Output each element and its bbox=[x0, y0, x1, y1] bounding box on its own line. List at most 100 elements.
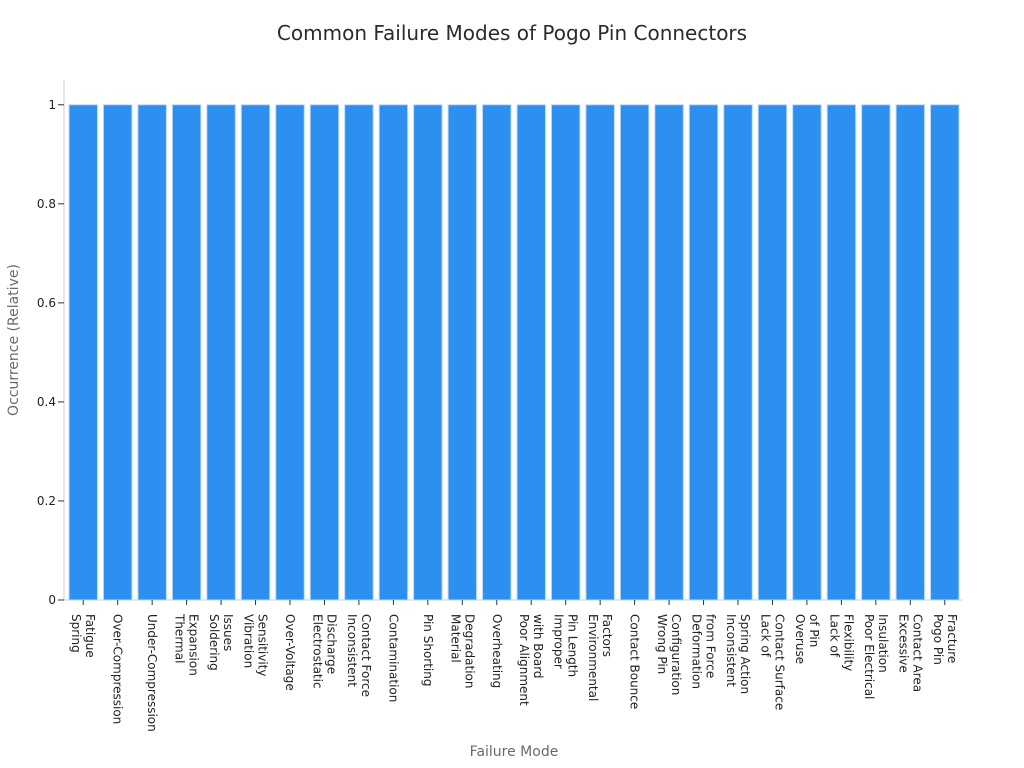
x-tick-label-line: Pin Length bbox=[566, 614, 580, 677]
bar bbox=[240, 104, 271, 601]
plot-area: 0 0.2 0.4 0.6 0.8 1 SpringFatigue Over-Compress… bbox=[37, 80, 962, 732]
bar bbox=[516, 104, 546, 601]
x-tick-label-line: with Board bbox=[531, 614, 545, 679]
x-tick-label-line: Under-Compression bbox=[145, 614, 159, 732]
bar bbox=[482, 104, 512, 601]
x-tick-label-line: Lack of bbox=[827, 614, 841, 658]
x-tick-label-line: from Force bbox=[704, 614, 718, 678]
x-tick-label: ImproperPin Length bbox=[552, 614, 580, 677]
x-tick-label-line: Pogo Pin bbox=[931, 614, 945, 665]
bar bbox=[344, 104, 374, 601]
x-tick-label: Deformationfrom Force bbox=[690, 614, 718, 689]
x-tick-label-line: Pin Shorting bbox=[421, 614, 435, 687]
y-tick-label: 0.8 bbox=[37, 197, 56, 211]
bar bbox=[861, 104, 891, 601]
bar bbox=[792, 104, 822, 601]
bar bbox=[654, 104, 684, 601]
x-tick-label: InconsistentSpring Action bbox=[724, 614, 752, 694]
x-tick-label-line: Fracture bbox=[945, 614, 959, 663]
x-tick-label: Over-Voltage bbox=[283, 614, 297, 691]
x-tick-label-line: Deformation bbox=[690, 614, 704, 689]
x-tick-label: SolderingIssues bbox=[207, 614, 235, 671]
x-tick-label-line: Inconsistent bbox=[345, 614, 359, 687]
bar bbox=[619, 104, 650, 601]
x-tick-label: InconsistentContact Force bbox=[345, 614, 373, 697]
y-tick-label: 0.2 bbox=[37, 494, 56, 508]
bar bbox=[171, 104, 202, 601]
x-tick-label-line: Flexibility bbox=[841, 614, 855, 671]
bar bbox=[757, 104, 788, 601]
bar bbox=[826, 104, 857, 601]
bar bbox=[585, 104, 615, 601]
y-tick-label: 0.6 bbox=[37, 296, 56, 310]
x-tick-label: Under-Compression bbox=[145, 614, 159, 732]
x-tick-label: Wrong PinConfiguration bbox=[655, 614, 683, 695]
x-tick-label: ThermalExpansion bbox=[173, 613, 201, 676]
x-tick-label-line: Over-Voltage bbox=[283, 614, 297, 691]
bar bbox=[688, 104, 719, 601]
x-tick-label-line: Improper bbox=[552, 614, 566, 669]
y-axis-label: Occurrence (Relative) bbox=[6, 264, 22, 416]
bar bbox=[895, 104, 926, 601]
x-tick-label-line: Contact Area bbox=[910, 614, 924, 692]
bar bbox=[206, 104, 236, 601]
x-axis-label: Failure Mode bbox=[470, 744, 559, 760]
x-tick-label-line: Configuration bbox=[669, 614, 683, 695]
x-tick-label-line: Sensitivity bbox=[256, 614, 270, 676]
x-tick-label-line: Electrostatic bbox=[310, 614, 324, 689]
x-tick-label: ExcessiveContact Area bbox=[896, 614, 924, 692]
y-tick-label: 0.4 bbox=[37, 395, 56, 409]
x-tick-label: Overuseof Pin bbox=[793, 614, 821, 664]
x-tick-label-line: Contact Bounce bbox=[628, 614, 642, 709]
x-tick-label-line: Expansion bbox=[187, 614, 201, 676]
x-tick-label: Pin Shorting bbox=[421, 614, 435, 687]
x-tick-label-line: Overheating bbox=[490, 614, 504, 688]
x-tick-label-line: Degradation bbox=[462, 614, 476, 688]
x-tick-label: Poor Alignmentwith Board bbox=[517, 614, 545, 706]
bar bbox=[930, 104, 960, 601]
x-tick-label: Pogo PinFracture bbox=[931, 614, 959, 665]
x-tick-label-line: Over-Compression bbox=[111, 614, 125, 724]
bar bbox=[102, 104, 133, 601]
x-tick-label: VibrationSensitivity bbox=[242, 614, 270, 676]
bar bbox=[68, 104, 98, 601]
x-tick-label: Poor ElectricalInsulation bbox=[862, 614, 890, 699]
x-tick-label: Lack ofFlexibility bbox=[827, 614, 855, 671]
x-tick-label-line: Contact Force bbox=[359, 614, 373, 697]
y-tick-label: 1 bbox=[48, 98, 56, 112]
x-tick-label-line: Spring Action bbox=[738, 614, 752, 694]
x-tick-label-line: Thermal bbox=[173, 613, 187, 663]
x-tick-label-line: Poor Alignment bbox=[517, 614, 531, 706]
x-tick-label-line: Discharge bbox=[324, 614, 338, 674]
x-tick-label-line: Contact Surface bbox=[772, 614, 786, 710]
x-tick-label: Lack ofContact Surface bbox=[758, 614, 786, 710]
bar bbox=[137, 104, 167, 601]
x-tick-label-line: Factors bbox=[600, 614, 614, 657]
x-tick-label-line: Lack of bbox=[758, 614, 772, 658]
x-tick-label: Over-Compression bbox=[111, 614, 125, 724]
bar bbox=[723, 104, 753, 601]
x-tick-label: ElectrostaticDischarge bbox=[310, 614, 338, 689]
bar bbox=[447, 104, 478, 601]
x-tick-label: Overheating bbox=[490, 614, 504, 688]
x-tick-label-line: of Pin bbox=[807, 614, 821, 647]
x-tick-label-line: Fatigue bbox=[83, 614, 97, 658]
x-tick-label-line: Poor Electrical bbox=[862, 614, 876, 699]
bar bbox=[378, 104, 409, 601]
chart-title: Common Failure Modes of Pogo Pin Connect… bbox=[277, 21, 747, 45]
bar bbox=[550, 104, 581, 601]
bar bbox=[309, 104, 340, 601]
bar bbox=[275, 104, 305, 601]
x-tick-label: EnvironmentalFactors bbox=[586, 614, 614, 701]
x-tick-label: SpringFatigue bbox=[69, 614, 97, 658]
x-tick-label-line: Environmental bbox=[586, 614, 600, 701]
x-tick-label-line: Overuse bbox=[793, 614, 807, 664]
x-tick-label-line: Material bbox=[448, 614, 462, 663]
x-tick-label-line: Contamination bbox=[386, 614, 400, 702]
x-tick-label-line: Excessive bbox=[896, 614, 910, 673]
x-tick-label-line: Insulation bbox=[876, 614, 890, 673]
x-tick-label-line: Soldering bbox=[207, 614, 221, 671]
x-tick-label-line: Spring bbox=[69, 614, 83, 653]
x-tick-label: MaterialDegradation bbox=[448, 614, 476, 688]
